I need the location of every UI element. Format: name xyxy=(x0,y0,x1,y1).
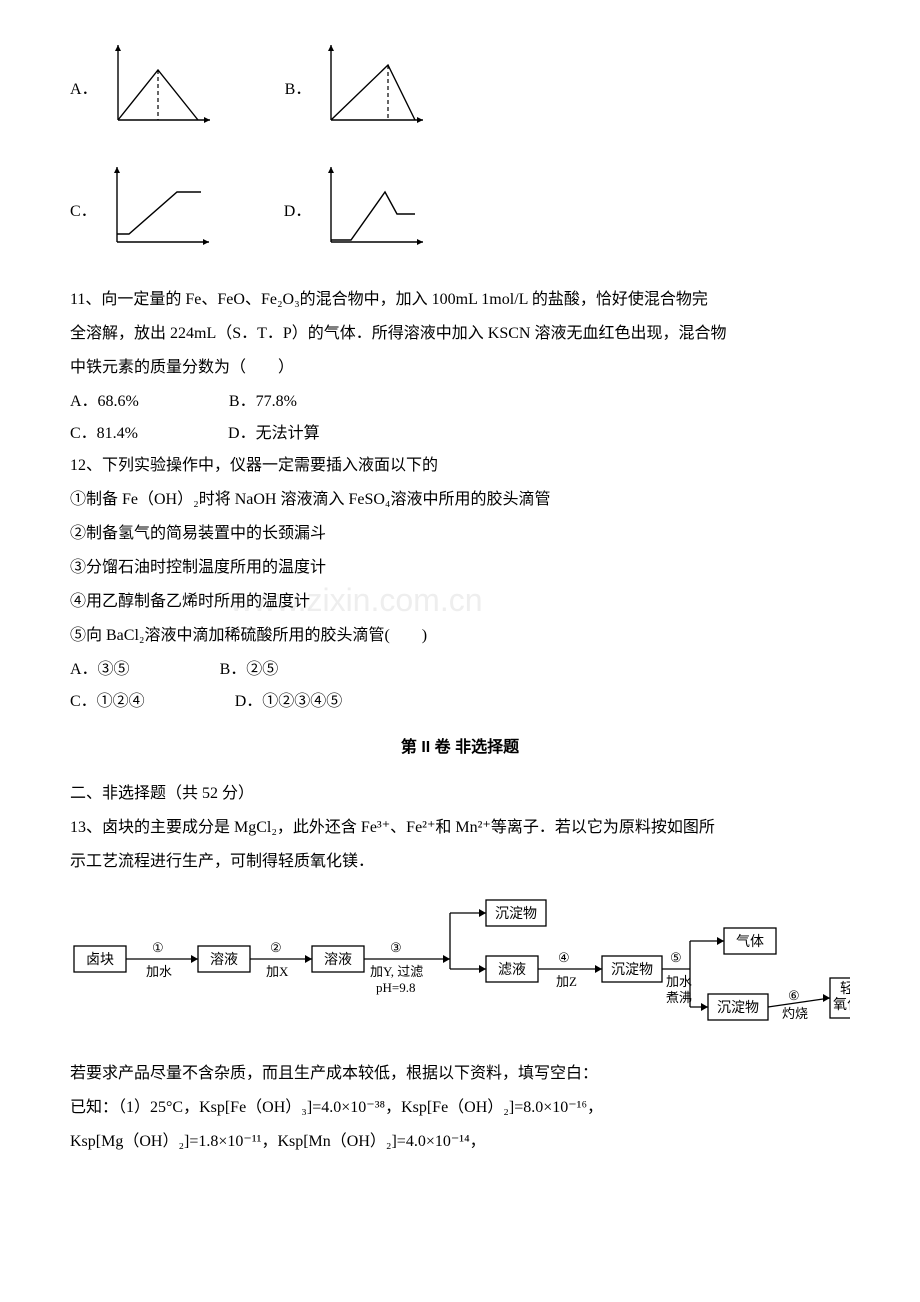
svg-text:①: ① xyxy=(152,940,164,955)
svg-text:加水: 加水 xyxy=(666,974,692,989)
q11-opts-row2: C．81.4% D．无法计算 xyxy=(70,418,850,450)
svg-text:③: ③ xyxy=(390,940,402,955)
q10-graph-a xyxy=(110,40,215,140)
svg-text:⑥: ⑥ xyxy=(788,988,800,1003)
svg-text:⑤: ⑤ xyxy=(670,950,682,965)
q12-opts-row1: A．③⑤ B．②⑤ xyxy=(70,654,850,686)
q10-opt-d-label: D． xyxy=(284,196,312,228)
q12-opt-b: B．②⑤ xyxy=(220,654,279,686)
q12-item-3: ③分馏石油时控制温度所用的温度计 xyxy=(70,552,850,584)
svg-text:滤液: 滤液 xyxy=(498,962,526,978)
part2-label: 二、非选择题（共 52 分） xyxy=(70,778,850,810)
svg-text:卤块: 卤块 xyxy=(86,952,114,968)
q10-option-b: B． xyxy=(285,40,429,140)
svg-text:氧化镁: 氧化镁 xyxy=(833,997,850,1013)
q12-opt-d: D．①②③④⑤ xyxy=(235,686,343,718)
q10-options-row1: A． B． xyxy=(70,40,850,152)
svg-text:煮沸: 煮沸 xyxy=(666,990,692,1005)
q10-opt-c-label: C． xyxy=(70,196,97,228)
q13-stem-line1: 13、卤块的主要成分是 MgCl₂，此外还含 Fe³⁺、Fe²⁺和 Mn²⁺等离… xyxy=(70,812,850,844)
q11-opt-a: A．68.6% xyxy=(70,386,139,418)
q12-item-5: ⑤向 BaCl₂溶液中滴加稀硫酸所用的胶头滴管( ) xyxy=(70,620,850,652)
section-ii-title: 第 II 卷 非选择题 xyxy=(70,732,850,764)
q10-graph-c xyxy=(109,162,214,262)
svg-text:加水: 加水 xyxy=(146,964,172,979)
q10-graph-b xyxy=(323,40,428,140)
svg-text:沉淀物: 沉淀物 xyxy=(717,1000,759,1016)
q10-opt-a-label: A． xyxy=(70,74,98,106)
svg-text:加Y, 过滤: 加Y, 过滤 xyxy=(370,964,423,979)
q12-item-4-text: ④用乙醇制备乙烯时所用的温度计 xyxy=(70,593,310,610)
q12-item-1: ①制备 Fe（OH）₂时将 NaOH 溶液滴入 FeSO₄溶液中所用的胶头滴管 xyxy=(70,484,850,516)
q12-item-2: ②制备氢气的简易装置中的长颈漏斗 xyxy=(70,518,850,550)
q11-opt-c: C．81.4% xyxy=(70,418,138,450)
q13-stem-line2: 示工艺流程进行生产，可制得轻质氧化镁． xyxy=(70,846,850,878)
q10-option-a: A． xyxy=(70,40,215,140)
q10-graph-d xyxy=(323,162,428,262)
q10-option-c: C． xyxy=(70,162,214,262)
svg-text:溶液: 溶液 xyxy=(210,952,238,968)
q12-opts-row2: C．①②④ D．①②③④⑤ xyxy=(70,686,850,718)
svg-text:②: ② xyxy=(270,940,282,955)
q10-options-row2: C． D． xyxy=(70,162,850,274)
q11-opt-d: D．无法计算 xyxy=(228,418,320,450)
q10-option-d: D． xyxy=(284,162,429,262)
svg-text:④: ④ xyxy=(558,950,570,965)
q12-item-3-text: ③分馏石油时控制温度所用的温度计 xyxy=(70,559,326,576)
q11-stem-line1: 11、向一定量的 Fe、FeO、Fe₂O₃的混合物中，加入 100mL 1mol… xyxy=(70,284,850,316)
q10-opt-b-label: B． xyxy=(285,74,312,106)
q11-stem-line3: 中铁元素的质量分数为（ ） xyxy=(70,352,850,384)
svg-text:气体: 气体 xyxy=(736,934,764,950)
q13-after-line3: Ksp[Mg（OH）₂]=1.8×10⁻¹¹，Ksp[Mn（OH）₂]=4.0×… xyxy=(70,1126,850,1158)
q13-after-line2: 已知：（1）25°C，Ksp[Fe（OH）₃]=4.0×10⁻³⁸，Ksp[Fe… xyxy=(70,1092,850,1124)
q11-opt-b: B．77.8% xyxy=(229,386,297,418)
svg-text:轻质: 轻质 xyxy=(840,981,850,997)
svg-text:加X: 加X xyxy=(266,964,289,979)
q12-opt-c: C．①②④ xyxy=(70,686,145,718)
q12-opt-a: A．③⑤ xyxy=(70,654,130,686)
svg-text:灼烧: 灼烧 xyxy=(782,1006,808,1021)
q13-flowchart: 卤块溶液溶液沉淀物滤液沉淀物气体沉淀物轻质氧化镁①加水②加X③加Y, 过滤pH=… xyxy=(70,892,850,1044)
svg-text:pH=9.8: pH=9.8 xyxy=(376,980,415,995)
svg-text:沉淀物: 沉淀物 xyxy=(611,962,653,978)
q11-opts-row1: A．68.6% B．77.8% xyxy=(70,386,850,418)
q12-stem: 12、下列实验操作中，仪器一定需要插入液面以下的 xyxy=(70,450,850,482)
svg-text:加Z: 加Z xyxy=(556,974,577,989)
q12-item-4: www.zixin.com.cn ④用乙醇制备乙烯时所用的温度计 xyxy=(70,586,850,618)
svg-text:溶液: 溶液 xyxy=(324,952,352,968)
q11-stem-line2: 全溶解，放出 224mL（S．T．P）的气体．所得溶液中加入 KSCN 溶液无血… xyxy=(70,318,850,350)
q13-after-line1: 若要求产品尽量不含杂质，而且生产成本较低，根据以下资料，填写空白： xyxy=(70,1058,850,1090)
svg-text:沉淀物: 沉淀物 xyxy=(495,906,537,922)
